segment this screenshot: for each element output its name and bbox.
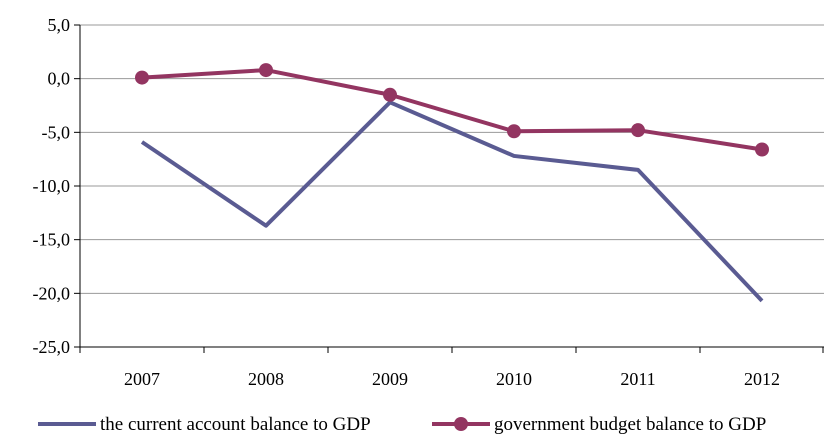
x-tick-label: 2011 [620,369,655,389]
legend-label: government budget balance to GDP [494,414,766,434]
series-layer [135,63,769,303]
x-tick-label: 2009 [372,369,408,389]
legend: the current account balance to GDP govern… [38,414,766,434]
y-tick-label: -5,0 [42,122,71,142]
series-2-point [755,142,769,157]
y-tick-label: 0,0 [48,69,71,89]
x-tick-label: 2012 [744,369,780,389]
series-2-point [631,123,645,138]
axes: 5,0 0,0 -5,0 -10,0 -15,0 -20,0 -25,0 2007 2008 20… [33,15,824,389]
x-tick-label: 2008 [248,369,284,389]
legend-swatch-marker [454,417,468,431]
x-tick-label: 2007 [124,369,160,389]
y-tick-label: -15,0 [33,230,71,250]
y-tick-label: -10,0 [33,176,71,196]
gridlines [80,24,824,294]
y-tick-label: -25,0 [33,337,71,357]
series-2-point [135,70,149,85]
legend-entry-1: the current account balance to GDP [38,414,371,434]
legend-entry-2: government budget balance to GDP [432,414,766,434]
series-line-1 [140,100,764,303]
y-tick-label: 5,0 [48,15,71,35]
x-tick-label: 2010 [496,369,532,389]
series-line-2 [141,68,763,152]
y-tick-label: -20,0 [33,283,71,303]
series-2-point [259,63,273,78]
legend-label: the current account balance to GDP [100,414,371,434]
series-2-point [383,87,397,102]
series-2-point [507,124,521,139]
